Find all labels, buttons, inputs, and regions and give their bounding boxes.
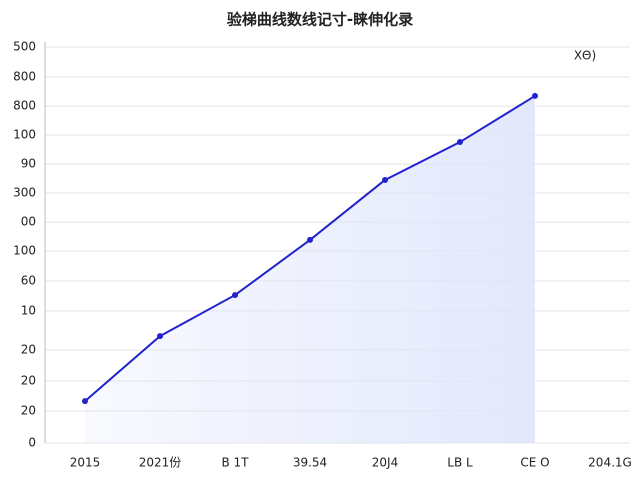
y-tick-label: 300 (13, 185, 36, 199)
y-tick-label: 20 (21, 374, 36, 388)
legend-label: XΘ) (574, 49, 596, 63)
x-tick-label: 2015 (70, 456, 101, 470)
point (232, 292, 238, 299)
y-tick-label: 100 (13, 127, 36, 141)
x-tick-label: 2021份 (139, 456, 182, 470)
y-tick-label: 60 (21, 273, 36, 287)
x-tick-label: 39.54 (293, 456, 327, 470)
y-tick-label: 90 (21, 157, 36, 171)
x-tick-label: 204.1G (588, 456, 632, 470)
y-tick-label: 800 (13, 69, 36, 83)
point (157, 333, 163, 340)
y-tick-label: 10 (21, 303, 36, 317)
y-tick-label: 20 (21, 404, 36, 418)
point (382, 176, 388, 183)
y-tick-label: 00 (21, 215, 36, 229)
x-tick-label: LB L (447, 456, 473, 470)
point (457, 139, 463, 146)
y-tick-label: 20 (21, 342, 36, 356)
area (85, 95, 535, 443)
point (307, 236, 313, 243)
y-tick-label: 100 (13, 243, 36, 257)
chart-title: 验梯曲线数线记寸-睐伸化录 (227, 11, 413, 29)
x-tick-label: B 1T (221, 456, 249, 470)
point (82, 398, 88, 405)
y-tick-label: 800 (13, 99, 36, 113)
x-tick-label: CE O (520, 456, 549, 470)
x-tick-label: 20J4 (372, 456, 398, 470)
y-tick-label: 500 (13, 40, 36, 54)
point (532, 92, 538, 99)
y-tick-label: 0 (28, 436, 36, 450)
